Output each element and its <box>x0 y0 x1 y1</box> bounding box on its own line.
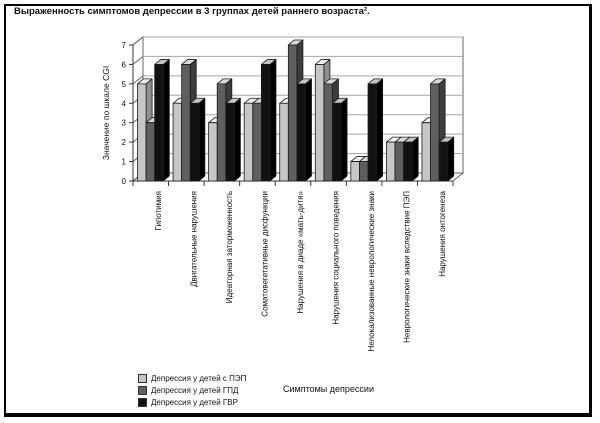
category-label: Неврологические знаки вследствие ПЭП <box>403 191 412 343</box>
category-label: Гипотимия <box>154 191 163 230</box>
y-tick-label: 3 <box>122 119 127 128</box>
y-grid-connector <box>132 75 144 85</box>
bar <box>350 161 360 182</box>
bar-side <box>198 97 206 182</box>
bar-side <box>269 59 277 182</box>
category-label: Нарушения социального поведения <box>332 191 341 325</box>
bar-side <box>376 78 384 182</box>
bar <box>430 83 440 182</box>
category-label: Нелокализованные неврологические знаки <box>367 191 376 352</box>
y-grid-connector <box>132 56 144 65</box>
bar-side <box>340 97 348 182</box>
bar <box>287 44 298 182</box>
bar <box>367 83 378 182</box>
bar <box>260 64 271 182</box>
bar-side <box>162 59 170 182</box>
chart-legend: Депрессия у детей с ПЭП Депрессия у детей… <box>138 372 246 408</box>
bar <box>137 83 147 182</box>
legend-swatch <box>138 397 147 407</box>
bar <box>208 122 218 182</box>
bar <box>216 83 227 182</box>
legend-item: Депрессия у детей с ПЭП <box>138 372 246 384</box>
bar <box>359 161 369 182</box>
bar <box>323 83 333 182</box>
bar-side <box>411 136 419 182</box>
bar <box>314 64 325 182</box>
bar-side <box>305 78 312 182</box>
category-label: Нарушения онтогенеза <box>438 190 447 276</box>
bar <box>296 83 306 182</box>
bar-side <box>447 136 455 182</box>
category-label: Нарушения в диаде «мать-дитя» <box>296 190 305 313</box>
y-grid-connector <box>132 36 144 46</box>
bar <box>421 122 431 182</box>
bar <box>438 141 449 182</box>
x-axis-title: Симптомы депрессии <box>283 384 374 394</box>
bar <box>225 102 235 182</box>
y-tick-label: 6 <box>122 60 127 69</box>
category-label: Двигательные нарушения <box>189 191 198 287</box>
bar <box>279 102 289 182</box>
y-axis-title: Значение по шкале CGI <box>101 66 111 160</box>
legend-label: Депрессия у детей ГПД <box>151 385 239 395</box>
bar <box>154 64 164 182</box>
y-tick-label: 1 <box>122 158 127 167</box>
page-title: Выраженность симптомов депрессии в 3 гру… <box>14 6 370 17</box>
legend-swatch <box>138 385 147 395</box>
y-tick-label: 2 <box>122 138 127 147</box>
legend-label: Депрессия у детей с ПЭП <box>151 373 247 383</box>
bar <box>394 141 404 182</box>
y-tick-label: 7 <box>122 41 127 50</box>
bar-side <box>234 97 241 182</box>
category-label: Соматовегетативные дисфункции <box>260 191 269 317</box>
bar <box>252 102 262 182</box>
y-tick-label: 4 <box>122 99 127 108</box>
bar <box>189 102 200 182</box>
category-label: Идеаторная заторможенность <box>225 191 234 303</box>
legend-item: Депрессия у детей ГВР <box>138 396 246 408</box>
bar <box>332 102 342 182</box>
bar <box>403 141 413 182</box>
y-tick-label: 0 <box>122 177 127 186</box>
bar <box>145 122 156 182</box>
bar <box>181 64 191 182</box>
bar <box>243 102 254 182</box>
bar <box>385 141 396 182</box>
y-tick-label: 5 <box>122 80 127 89</box>
legend-label: Депрессия у детей ГВР <box>151 397 238 407</box>
legend-item: Депрессия у детей ГПД <box>138 384 246 396</box>
legend-swatch <box>138 373 147 383</box>
bar <box>172 102 183 182</box>
